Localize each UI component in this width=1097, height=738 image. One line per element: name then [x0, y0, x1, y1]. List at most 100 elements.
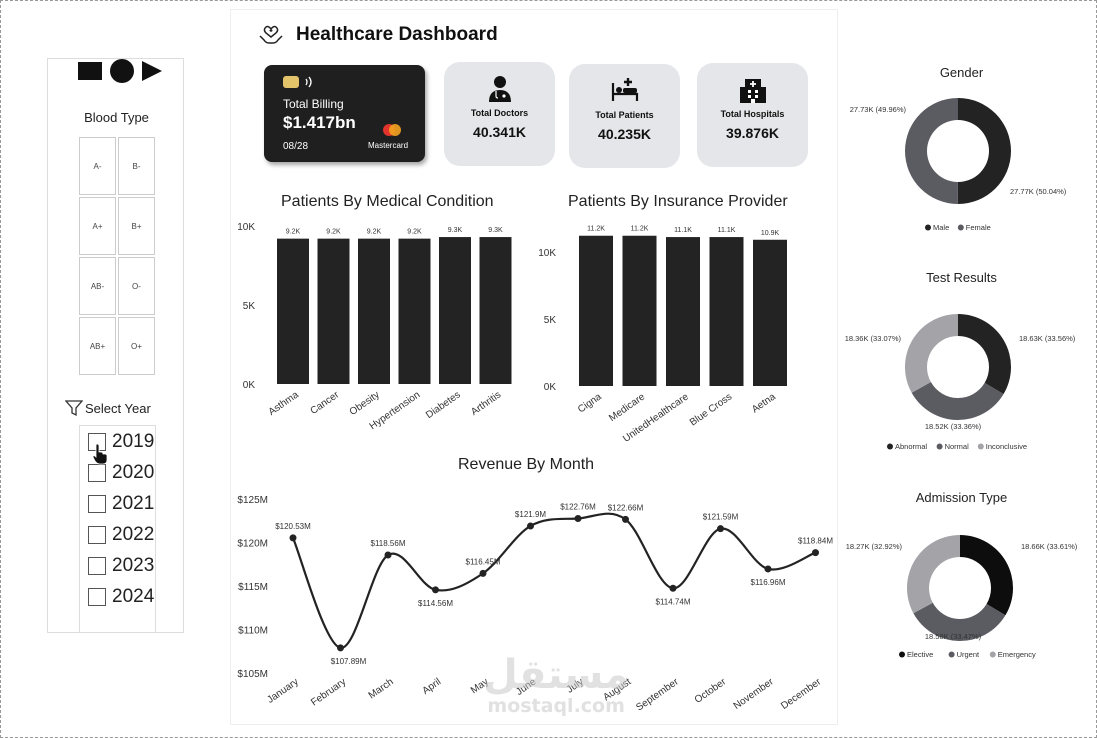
insurance-provider-bar-chart: 0K5K10K11.2KCigna11.2KMedicare11.1KUnite… [538, 226, 787, 445]
legend-marker [887, 443, 893, 450]
kpi-label: Total Patients [595, 110, 654, 120]
blood-type-tile[interactable]: B- [118, 137, 155, 195]
x-tick-label: February [309, 676, 348, 708]
revenue-series-line [291, 512, 816, 649]
legend-marker [925, 224, 931, 231]
legend-marker [936, 443, 943, 450]
data-label: 11.2K [631, 226, 649, 233]
bar [317, 238, 350, 384]
blood-type-tile[interactable]: A+ [79, 197, 116, 255]
watermark: مستقل mostaql.com [483, 655, 629, 717]
slice-label: 18.27K (32.92%) [846, 542, 903, 551]
blood-type-tile[interactable]: O- [118, 257, 155, 315]
year-option[interactable]: 2023 [80, 550, 155, 581]
bar [579, 235, 613, 386]
kpi-label: Total Hospitals [720, 109, 785, 119]
patient-bed-icon [611, 78, 638, 101]
blood-type-tile[interactable]: AB- [79, 257, 116, 315]
legend-marker [948, 651, 955, 658]
watermark-latin: mostaql.com [487, 695, 625, 717]
slice-label: 18.58K (33.47%) [925, 632, 982, 641]
year-checkbox[interactable] [88, 587, 106, 606]
legend-marker [957, 224, 964, 231]
donut-slice [960, 535, 1013, 616]
revenue-chart-title: Revenue By Month [458, 456, 595, 473]
bar [398, 238, 431, 384]
year-option[interactable]: 2020 [80, 457, 155, 488]
blood-type-tile[interactable]: A- [79, 137, 116, 195]
x-tick-label: September [634, 676, 681, 713]
year-slicer: 2019 2020 2021 2022 2023 2024 [79, 425, 156, 633]
circle-shape-icon[interactable] [110, 59, 134, 83]
filter-funnel-icon[interactable] [65, 399, 83, 417]
total-patients-card: Total Patients 40.235K [569, 64, 680, 168]
doctor-icon [488, 76, 511, 102]
data-label: $116.96M [751, 578, 786, 587]
data-label: $107.89M [331, 657, 367, 666]
x-tick-label: Aetna [750, 391, 778, 415]
donut-slice [911, 382, 1004, 420]
year-checkbox[interactable] [88, 556, 106, 575]
hospital-icon [739, 79, 766, 103]
year-option[interactable]: 2022 [80, 519, 155, 550]
y-tick-label: 5K [243, 301, 256, 312]
year-label: 2024 [112, 585, 155, 607]
page-title: Healthcare Dashboard [296, 24, 498, 45]
admission-type-donut-chart: 18.66K (33.61%) 18.58K (33.47%) 18.27K (32… [846, 535, 1078, 659]
legend-label: Inconclusive [986, 442, 1027, 451]
data-point [717, 525, 724, 533]
data-label: 9.2K [326, 229, 341, 236]
year-option[interactable]: 2019 [80, 426, 155, 457]
data-label: 11.1K [718, 227, 736, 234]
legend-label: Normal [945, 442, 970, 451]
data-label: $114.56M [418, 599, 453, 608]
play-shape-icon[interactable] [142, 61, 162, 81]
blood-type-tile[interactable]: AB+ [79, 317, 116, 375]
filter-panel: Blood Type A- B- A+ B+ AB- O- AB+ O+ Sel… [47, 58, 184, 633]
donut-slice [905, 314, 958, 393]
card-chip-icon [283, 76, 299, 88]
year-checkbox[interactable] [88, 525, 106, 544]
blood-type-title: Blood Type [84, 110, 149, 125]
total-billing-card: Total Billing $1.417bn 08/28 Mastercard [264, 65, 425, 162]
year-label: 2022 [112, 523, 155, 545]
billing-value: $1.417bn [283, 113, 356, 132]
legend-marker [977, 443, 984, 450]
donut-slice [913, 602, 1006, 641]
legend-label: Female [966, 223, 991, 232]
y-tick-label: $125M [237, 495, 268, 506]
x-tick-label: Diabetes [424, 389, 463, 421]
year-checkbox[interactable] [88, 494, 106, 513]
blood-type-tile[interactable]: B+ [118, 197, 155, 255]
admission-type-chart-title: Admission Type [915, 490, 1008, 505]
year-option[interactable]: 2021 [80, 488, 155, 519]
data-label: $120.53M [275, 522, 311, 531]
year-option[interactable]: 2024 [80, 581, 155, 612]
donut-slice [904, 98, 958, 204]
test-results-chart-title: Test Results [926, 270, 997, 285]
data-label: 9.3K [488, 227, 503, 234]
year-checkbox[interactable] [88, 463, 106, 482]
y-tick-label: 0K [544, 382, 557, 393]
square-shape-icon[interactable] [78, 62, 102, 80]
data-point [574, 514, 582, 522]
data-point [337, 644, 344, 652]
blood-type-slicer: A- B- A+ B+ AB- O- AB+ O+ [79, 137, 155, 375]
hand-cursor-icon [92, 443, 108, 465]
medical-condition-chart-title: Patients By Medical Condition [281, 193, 494, 210]
test-results-donut-chart: 18.63K (33.56%) 18.52K (33.36%) 18.36K (33… [845, 314, 1076, 451]
slice-label: 18.66K (33.61%) [1021, 542, 1078, 551]
data-label: 11.2K [587, 226, 605, 233]
blood-type-tile[interactable]: O+ [118, 317, 155, 375]
donut-slice [907, 535, 960, 614]
mastercard-logo-icon [383, 124, 401, 136]
x-tick-label: Medicare [607, 391, 647, 424]
x-tick-label: Cigna [576, 391, 604, 415]
x-tick-label: Cancer [308, 389, 341, 417]
gender-chart-title: Gender [939, 65, 984, 80]
x-tick-label: March [367, 676, 396, 701]
data-point [527, 522, 534, 530]
data-point [479, 569, 487, 577]
legend-label: Abnormal [895, 442, 927, 451]
data-label: $118.84M [798, 537, 833, 546]
